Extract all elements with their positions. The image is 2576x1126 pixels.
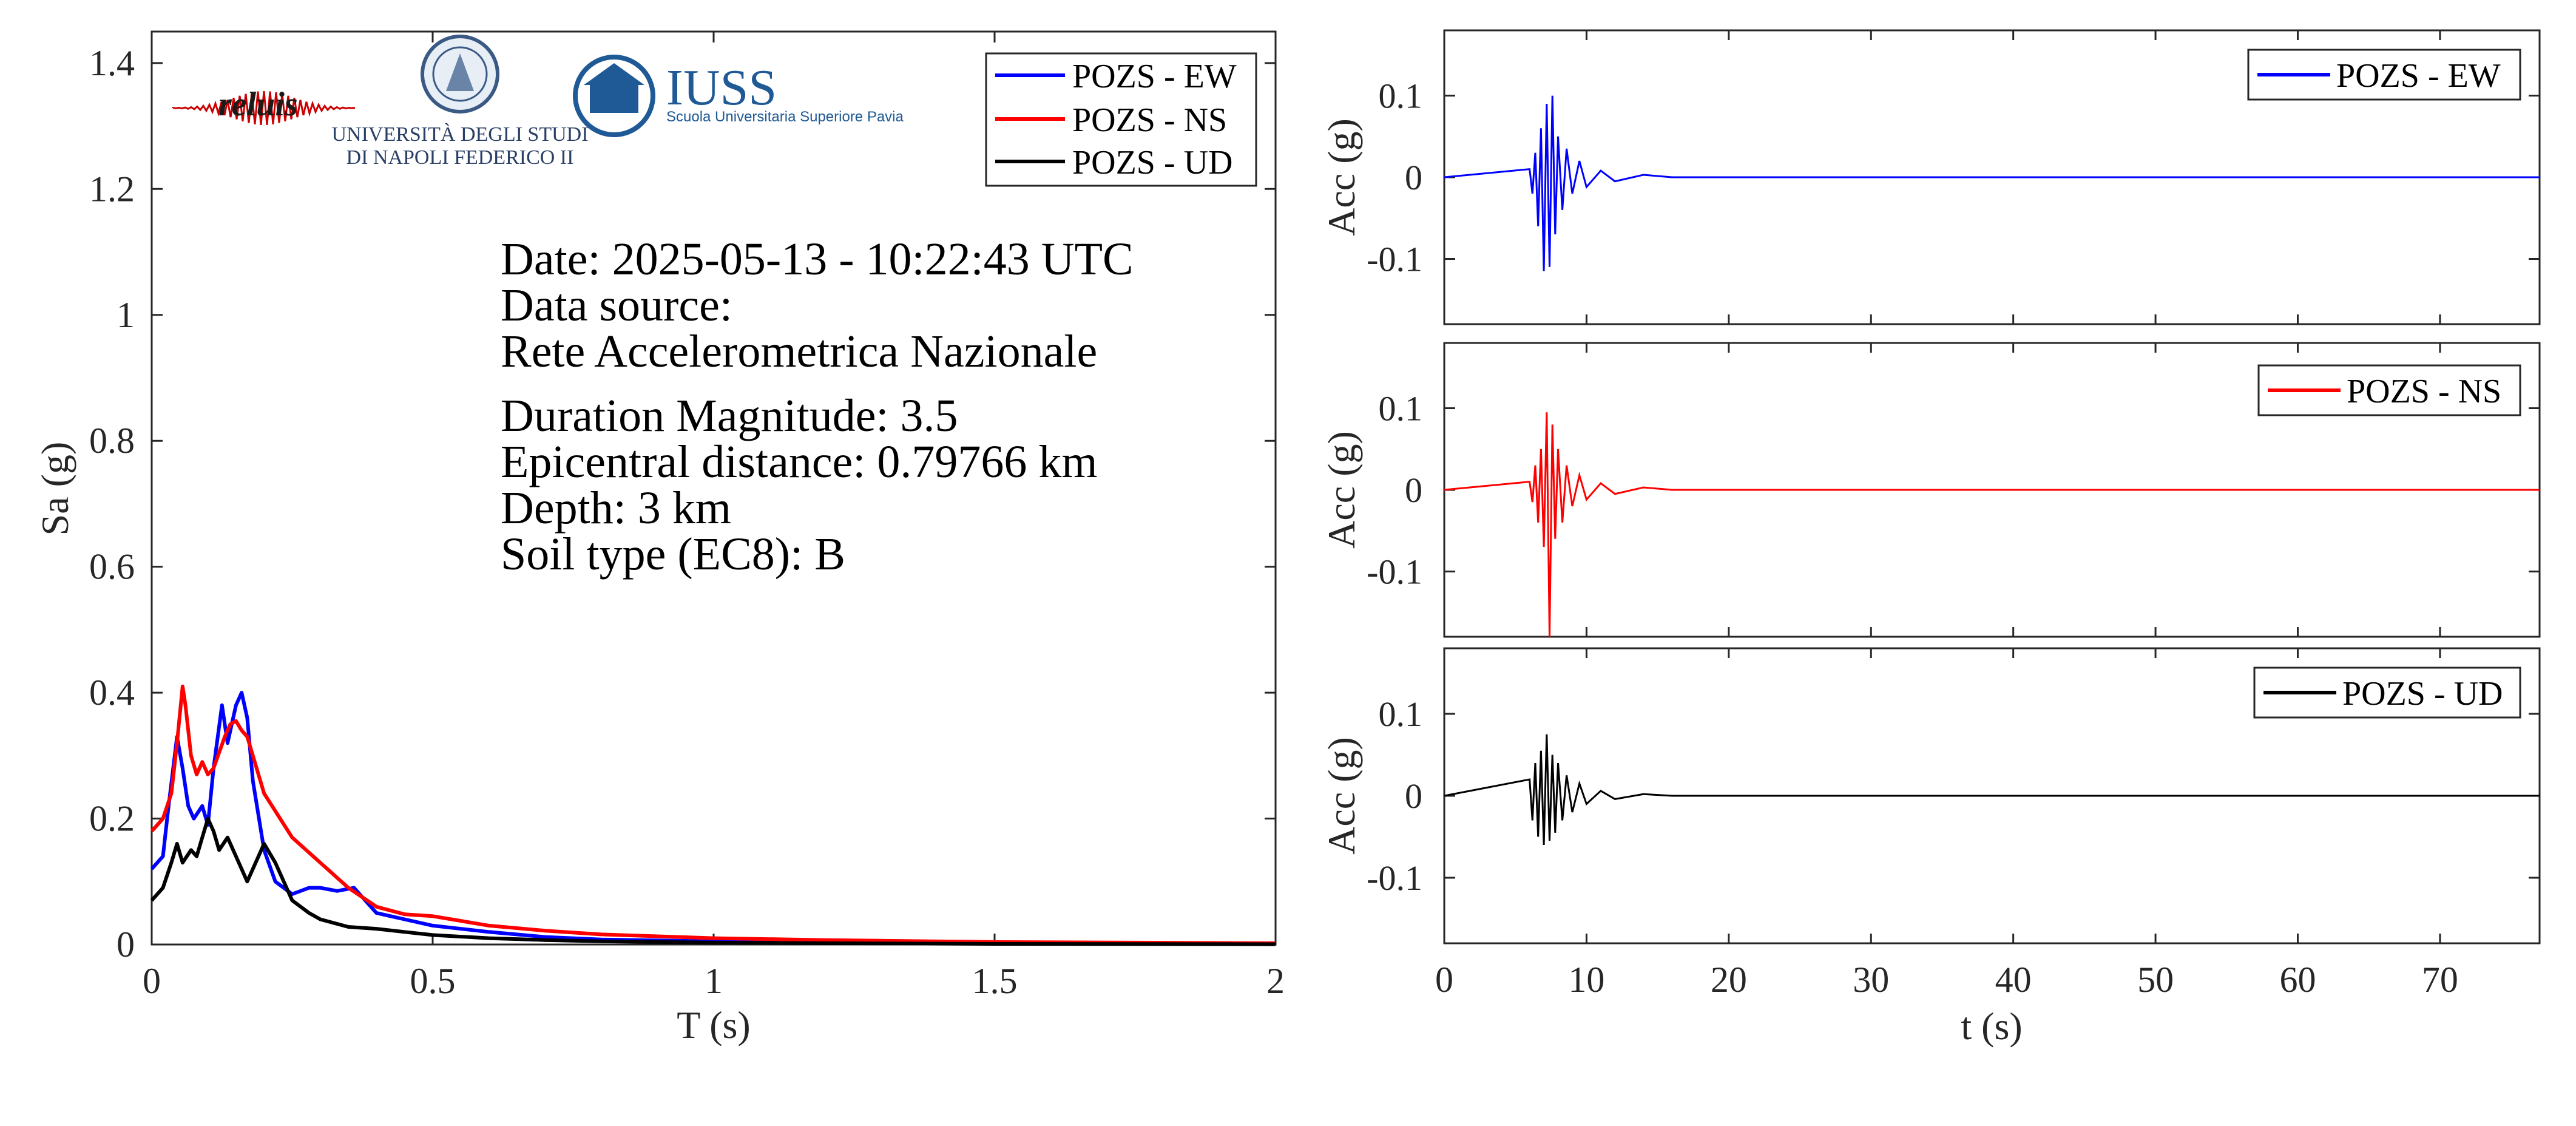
spectrum-ytick-label: 1 [117,295,135,335]
acc-ns-ytick-label: -0.1 [1367,552,1422,591]
event-info: Date: 2025-05-13 - 10:22:43 UTC Data sou… [501,234,1134,580]
spectrum-series [150,684,1276,946]
spectrum-xtick-label: 0 [143,961,161,1001]
acc-xtick-label: 50 [2137,960,2174,1000]
info-depth: Depth: 3 km [501,483,731,534]
acc-ew-legend-label: POZS - EW [2336,57,2501,95]
iuss-logo: IUSS Scuola Universitaria Superiore Pavi… [573,55,904,137]
acc-ew-ylabel: Acc (g) [1320,118,1363,236]
acc-xtick-label: 10 [1568,960,1604,1000]
acc-ud-ytick-label: -0.1 [1367,858,1422,898]
iuss-logo-subtitle: Scuola Universitaria Superiore Pavia [666,109,904,125]
unina-logo-line2: DI NAPOLI FEDERICO II [347,146,574,169]
spectrum-legend: POZS - EW POZS - NS POZS - UD [985,52,1257,187]
legend-ud-label: POZS - UD [1072,144,1232,181]
acc-series-line-ns [1444,412,2540,637]
acc-xtick-label: 60 [2279,960,2316,1000]
unina-seal-ring [432,46,488,102]
acc-ns-ylabel: Acc (g) [1320,431,1363,549]
iuss-emblem-icon [573,55,655,137]
spectrum-series-line-ns [150,684,1276,945]
acc-panel-ns: Acc (g) POZS - NS [1320,342,2541,638]
unina-seal-figure [446,53,474,91]
spectrum-xlabel: T (s) [677,1003,750,1046]
iuss-emblem-building [590,85,638,113]
spectrum-ytick-label: 1.2 [89,169,135,209]
acc-xtick-label: 70 [2422,960,2458,1000]
reluis-logo-text: reluis [218,86,298,123]
acc-series-line-ew [1444,95,2540,271]
info-date: Date: 2025-05-13 - 10:22:43 UTC [501,234,1134,285]
acc-ns-ytick-label: 0 [1405,470,1422,510]
spectrum-xtick-label: 2 [1266,961,1285,1001]
acc-series-line-ud [1444,734,2540,846]
acc-xtick-label: 0 [1435,960,1453,1000]
acc-xtick-label: 40 [1995,960,2032,1000]
acc-xtick-label: 30 [1853,960,1889,1000]
reluis-logo: reluis [172,86,356,126]
spectrum-ytick-label: 0 [117,924,135,965]
spectrum-panel: 0 0.5 1 1.5 2 0 0.2 0.4 0.6 0.8 1 1.2 1.4 T (s) Sa (… [33,30,1285,1046]
acc-ud-ytick-label: 0.1 [1379,694,1423,734]
info-magnitude: Duration Magnitude: 3.5 [501,390,958,441]
info-source-label: Data source: [501,280,732,331]
acc-ticks: -0.1 0 0.1 -0.1 0 0.1 -0.1 0 0.1 0 10 20 30 40 50 60 70 [1367,30,2540,1000]
acc-panels: Acc (g) POZS - EW Acc (g) POZS - NS Acc … [1320,29,2541,1048]
spectrum-ylabel: Sa (g) [33,442,76,536]
acc-ns-legend-label: POZS - NS [2347,373,2501,410]
acc-xtick-label: 20 [1711,960,1747,1000]
acc-panel-ew: Acc (g) POZS - EW [1320,29,2541,325]
acc-ud-ytick-label: 0 [1405,776,1422,816]
acc-xlabel: t (s) [1961,1005,2022,1048]
spectrum-series-line-ud [150,816,1276,946]
legend-ew-label: POZS - EW [1072,58,1237,95]
unina-logo-line1: UNIVERSITÀ DEGLI STUDI [331,123,588,146]
acc-ud-ylabel: Acc (g) [1320,737,1363,855]
reluis-seismogram-graphic [172,90,356,126]
spectrum-xtick-label: 1.5 [972,961,1018,1001]
spectrum-ytick-label: 0.8 [89,421,135,461]
spectrum-series-line-ew [150,691,1276,946]
iuss-emblem-roof [584,63,644,85]
spectrum-xtick-label: 0.5 [410,961,456,1001]
spectrum-ytick-label: 0.6 [89,547,135,587]
acc-ew-ytick-label: -0.1 [1367,239,1422,279]
info-distance: Epicentral distance: 0.79766 km [501,436,1098,487]
unina-logo: UNIVERSITÀ DEGLI STUDI DI NAPOLI FEDERIC… [331,35,589,169]
spectrum-ytick-label: 0.2 [89,799,135,839]
info-source: Rete Accelerometrica Nazionale [501,326,1097,377]
spectrum-ytick-label: 1.4 [89,43,135,83]
acc-ew-ytick-label: 0 [1405,158,1422,197]
acc-ns-ytick-label: 0.1 [1379,389,1423,429]
info-soil: Soil type (EC8): B [501,529,845,580]
acc-panel-ud: Acc (g) POZS - UD [1320,647,2541,945]
acc-series [1444,95,2540,846]
acc-ew-ytick-label: 0.1 [1379,76,1423,116]
spectrum-ticks: 0 0.5 1 1.5 2 0 0.2 0.4 0.6 0.8 1 1.2 1.4 [89,32,1285,1001]
iuss-logo-title: IUSS [666,59,777,116]
acc-ud-legend-label: POZS - UD [2342,675,2503,713]
legend-ns-label: POZS - NS [1072,101,1227,139]
spectrum-ytick-label: 0.4 [89,673,135,713]
spectrum-xtick-label: 1 [705,961,723,1001]
